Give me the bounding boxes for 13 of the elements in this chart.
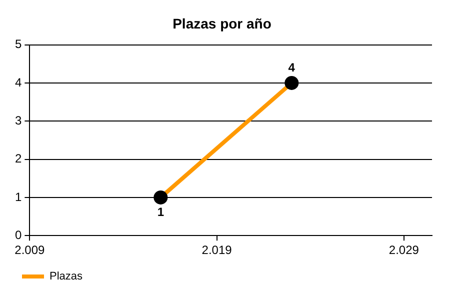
- chart-title: Plazas por año: [172, 15, 272, 32]
- y-tick-label: 4: [14, 75, 22, 90]
- x-tick-label: 2.009: [14, 243, 46, 258]
- y-tick-label: 0: [14, 228, 22, 242]
- data-label: 4: [288, 60, 296, 74]
- x-tick-label: 2.019: [202, 243, 232, 258]
- data-label: 1: [157, 204, 164, 219]
- x-tick-label: 2.029: [388, 243, 420, 258]
- legend-label: Plazas: [50, 270, 84, 283]
- y-tick-label: 3: [14, 113, 22, 128]
- y-tick-label: 1: [14, 190, 22, 204]
- y-tick-label: 5: [14, 37, 22, 52]
- y-tick-label: 2: [14, 152, 22, 166]
